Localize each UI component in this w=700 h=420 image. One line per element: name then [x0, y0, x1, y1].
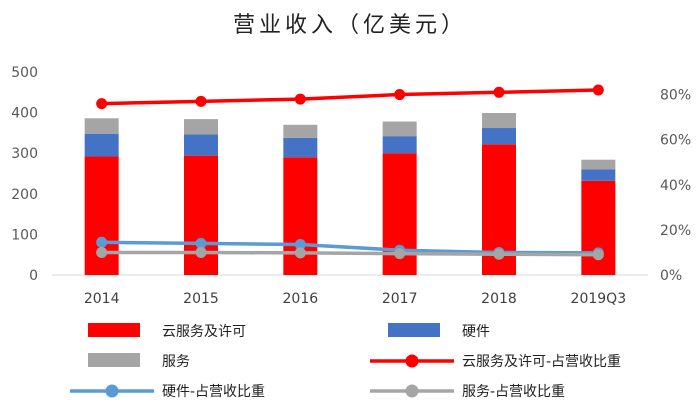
- y-left-tick-label: 200: [11, 187, 38, 203]
- legend-label: 硬件: [462, 324, 490, 340]
- y-left-tick-label: 400: [11, 106, 38, 122]
- line-point: [592, 249, 604, 261]
- x-tick-label: 2018: [481, 291, 517, 307]
- bar-segment: [581, 180, 616, 275]
- line-series: [101, 240, 599, 255]
- legend-label: 云服务及许可-占营收比重: [462, 354, 621, 370]
- bar-segment: [283, 124, 318, 138]
- legend-swatch: [88, 353, 140, 367]
- line-point: [195, 246, 207, 258]
- line-point: [294, 247, 306, 259]
- chart-title: 营业收入（亿美元）: [233, 13, 467, 38]
- y-left-tick-label: 500: [11, 65, 38, 81]
- bar-segment: [382, 136, 417, 154]
- y-right-tick-label: 40%: [660, 178, 691, 194]
- x-tick-label: 2019Q3: [571, 291, 627, 307]
- line-point: [294, 239, 306, 251]
- bar-segment: [482, 128, 516, 145]
- legend-swatch: [88, 323, 140, 337]
- bar-segment: [482, 113, 516, 129]
- bar-segment: [382, 121, 417, 137]
- line-point: [493, 248, 505, 260]
- line-series: [101, 250, 599, 257]
- line-point: [96, 236, 108, 248]
- x-tick-label: 2015: [183, 291, 219, 307]
- y-left-tick-label: 100: [11, 227, 38, 243]
- y-right-tick-label: 60%: [660, 133, 691, 149]
- bar-segment: [84, 118, 119, 134]
- bar-segment: [184, 134, 218, 156]
- bar-segment: [581, 159, 616, 170]
- bar-segment: [184, 119, 218, 135]
- bar-segment: [581, 169, 616, 181]
- legend-swatch-marker: [405, 384, 419, 398]
- y-right-tick-label: 80%: [660, 88, 691, 104]
- line-point: [493, 86, 505, 98]
- line-point: [96, 246, 108, 258]
- line-point: [394, 89, 406, 101]
- axes-layer: 0 100 200 300 400 500 0% 20% 40% 60% 80% 2014 2015 20…: [11, 65, 691, 307]
- y-left-tick-label: 0: [29, 268, 38, 284]
- line-series: [101, 88, 599, 106]
- line-point: [195, 95, 207, 107]
- y-right-tick-label: 0%: [660, 268, 682, 284]
- legend-swatch-marker: [105, 384, 119, 398]
- legend-label: 服务-占营收比重: [462, 384, 565, 400]
- bar-segment: [283, 137, 318, 158]
- line-point: [592, 84, 604, 96]
- x-tick-label: 2016: [283, 291, 319, 307]
- legend-label: 服务: [162, 354, 190, 370]
- x-tick-label: 2014: [84, 291, 120, 307]
- lines-layer: [96, 84, 604, 261]
- legend-swatch: [388, 323, 440, 337]
- line-point: [294, 93, 306, 105]
- legend-swatch-marker: [405, 354, 419, 368]
- legend-label: 云服务及许可: [162, 324, 246, 340]
- line-point: [96, 98, 108, 110]
- y-right-tick-label: 20%: [660, 223, 691, 239]
- line-point: [195, 237, 207, 249]
- line-point: [394, 248, 406, 260]
- bar-segment: [84, 133, 119, 157]
- legend-label: 硬件-占营收比重: [162, 384, 265, 400]
- x-tick-label: 2017: [382, 291, 418, 307]
- y-left-tick-label: 300: [11, 146, 38, 162]
